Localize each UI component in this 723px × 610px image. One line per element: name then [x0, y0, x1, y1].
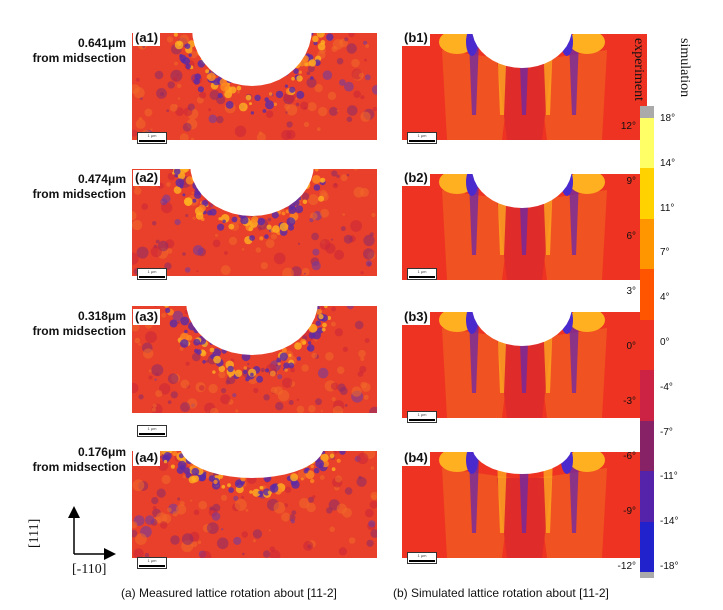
- colorbar-segment: [640, 218, 654, 270]
- scale-bar: 1 μm: [407, 132, 437, 144]
- distance-suffix: from midsection: [32, 187, 126, 201]
- distance-value: 0.318μm: [77, 309, 126, 323]
- panel-label-a1: (a1): [133, 30, 161, 46]
- distance-suffix: from midsection: [32, 324, 126, 338]
- distance-suffix: from midsection: [32, 460, 126, 474]
- panel-label-b3: (b3): [402, 309, 430, 325]
- scale-bar: 1 μm: [137, 268, 167, 280]
- experiment-tick: 3°: [626, 286, 636, 297]
- row-label-3: 0.318μm from midsection: [14, 309, 126, 339]
- simulation-tick: -14°: [660, 516, 679, 528]
- distance-value: 0.176μm: [77, 445, 126, 459]
- measured-map-a3: [132, 303, 377, 413]
- measured-map-a1: [132, 30, 377, 140]
- distance-value: 0.474μm: [77, 172, 126, 186]
- scale-bar: 1 μm: [137, 132, 167, 144]
- simulation-tick: 7°: [660, 247, 670, 259]
- row-label-4: 0.176μm from midsection: [14, 445, 126, 475]
- simulated-map-b4: [402, 448, 647, 558]
- crystal-axes-arrows: [68, 506, 116, 560]
- experiment-tick: 12°: [620, 121, 636, 132]
- colorbar: [640, 106, 654, 578]
- experiment-tick: -3°: [623, 396, 636, 407]
- distance-suffix: from midsection: [32, 51, 126, 65]
- panel-label-b1: (b1): [402, 30, 430, 46]
- simulation-tick: 18°: [660, 113, 676, 124]
- simulation-tick: -7°: [660, 426, 673, 438]
- colorbar-segment: [640, 471, 654, 523]
- scale-bar: 1 μm: [137, 425, 167, 437]
- simulation-tick: 14°: [660, 157, 676, 169]
- panel-label-b4: (b4): [402, 450, 430, 466]
- simulation-tick: -11°: [660, 471, 678, 483]
- experiment-tick: 9°: [626, 176, 636, 187]
- experiment-tick: 0°: [626, 341, 636, 352]
- experiment-tick: -6°: [623, 451, 636, 462]
- simulated-map-b2: [402, 170, 647, 280]
- experiment-tick: -9°: [623, 506, 636, 517]
- simulation-tick: 0°: [660, 337, 670, 348]
- colorbar-segment: [640, 269, 654, 321]
- scale-bar: 1 μm: [407, 268, 437, 280]
- panel-label-a4: (a4): [133, 450, 161, 466]
- right-arrow-icon: [104, 548, 116, 560]
- experiment-tick: 6°: [626, 231, 636, 242]
- row-label-1: 0.641μm from midsection: [14, 36, 126, 66]
- scale-bar: 1 μm: [137, 557, 167, 569]
- colorbar-title-simulation: simulation: [677, 38, 692, 98]
- measured-map-a4: [132, 448, 377, 558]
- colorbar-segment: [640, 319, 654, 371]
- axis-label-vertical: [111]: [27, 518, 42, 548]
- axis-label-horizontal: [-110]: [72, 562, 107, 577]
- scale-bar: 1 μm: [407, 411, 437, 423]
- simulation-tick: -18°: [660, 561, 679, 572]
- experiment-tick: -12°: [617, 561, 636, 572]
- colorbar-segment: [640, 370, 654, 422]
- panel-label-a3: (a3): [133, 309, 161, 325]
- caption-simulated: (b) Simulated lattice rotation about [11…: [393, 586, 609, 600]
- colorbar-segment: [640, 521, 654, 573]
- up-arrow-icon: [68, 506, 80, 518]
- row-label-2: 0.474μm from midsection: [14, 172, 126, 202]
- caption-measured: (a) Measured lattice rotation about [11-…: [121, 586, 337, 600]
- simulation-tick: 11°: [660, 202, 675, 214]
- simulated-map-b1: [402, 30, 647, 140]
- measured-map-a2: [132, 166, 377, 276]
- simulation-tick: 4°: [660, 292, 670, 304]
- colorbar-segment: [640, 420, 654, 472]
- simulated-map-b3: [402, 308, 647, 418]
- colorbar-segment: [640, 168, 654, 220]
- colorbar-segment: [640, 118, 654, 169]
- simulation-tick: -4°: [660, 381, 673, 393]
- distance-value: 0.641μm: [77, 36, 126, 50]
- panel-label-a2: (a2): [133, 170, 161, 186]
- scale-bar: 1 μm: [407, 552, 437, 564]
- colorbar-title-experiment: experiment: [631, 38, 646, 101]
- panel-label-b2: (b2): [402, 170, 430, 186]
